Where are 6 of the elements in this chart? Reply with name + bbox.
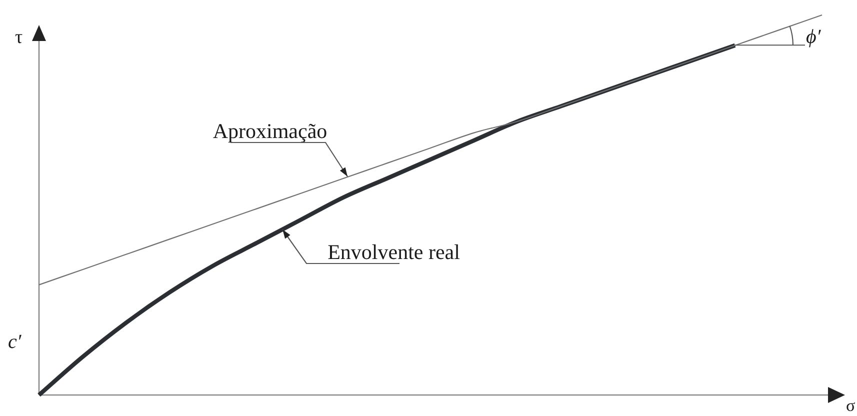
y-axis-title: τ xyxy=(15,27,23,48)
series-label: Envolvente real xyxy=(328,240,460,264)
series-label: Aproximação xyxy=(212,119,328,144)
annotation: ϕ′ xyxy=(806,26,821,48)
x-axis-title: σ xyxy=(846,396,856,415)
text: c′ xyxy=(8,331,22,354)
